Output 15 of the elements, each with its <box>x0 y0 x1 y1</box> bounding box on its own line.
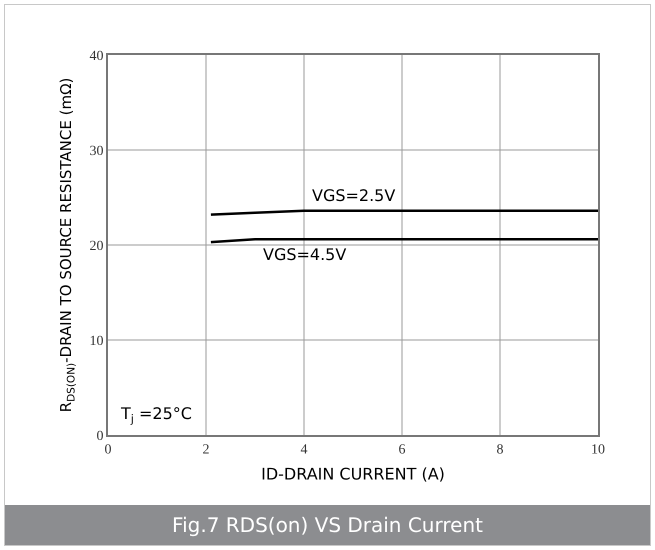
x-tick-label: 10 <box>591 442 605 458</box>
y-tick-label: 20 <box>89 238 104 254</box>
y-tick-label: 40 <box>89 48 104 64</box>
text: Fig.7 RDS(on) VS Drain Current <box>5 505 650 545</box>
x-tick-label: 8 <box>496 442 504 458</box>
y-tick-label: 30 <box>89 144 104 159</box>
x-tick-label: 4 <box>300 442 308 458</box>
y-tick-label: 0 <box>96 428 104 444</box>
series-label: VGS=4.5V <box>263 245 346 264</box>
series-label: VGS=2.5V <box>312 186 396 205</box>
y-tick-label: 10 <box>89 334 104 349</box>
x-axis-title: ID-DRAIN CURRENT (A) <box>261 464 445 484</box>
annotation: T$_{j}$ =25°C <box>120 404 192 426</box>
x-tick-label: 6 <box>398 442 406 458</box>
x-tick-label: 2 <box>202 442 210 458</box>
